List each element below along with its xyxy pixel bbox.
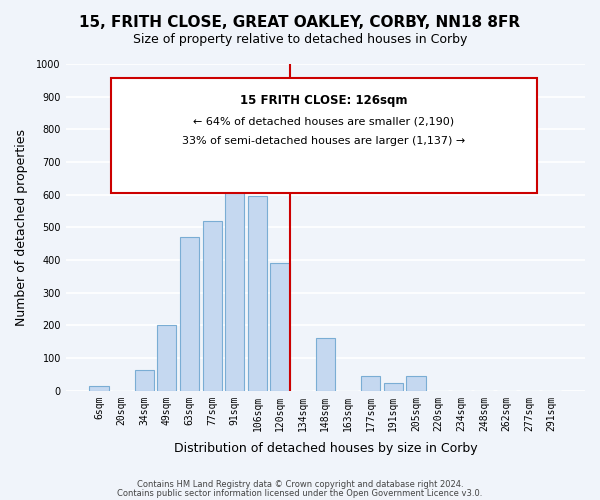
Bar (316, 338, 335, 391)
Bar (271, 264, 290, 391)
Text: 15, FRITH CLOSE, GREAT OAKLEY, CORBY, NN18 8FR: 15, FRITH CLOSE, GREAT OAKLEY, CORBY, NN… (79, 15, 521, 30)
Text: Size of property relative to detached houses in Corby: Size of property relative to detached ho… (133, 32, 467, 46)
Bar (134, 370, 154, 391)
Text: 15 FRITH CLOSE: 126sqm: 15 FRITH CLOSE: 126sqm (240, 94, 408, 107)
Text: ← 64% of detached houses are smaller (2,190): ← 64% of detached houses are smaller (2,… (193, 116, 455, 126)
Bar (203, 221, 222, 391)
X-axis label: Distribution of detached houses by size in Corby: Distribution of detached houses by size … (173, 442, 477, 455)
Bar (89, 386, 109, 391)
Bar (406, 376, 425, 391)
Bar (248, 196, 267, 391)
Bar (225, 144, 244, 391)
Bar (361, 376, 380, 391)
Bar (383, 382, 403, 391)
Text: Contains public sector information licensed under the Open Government Licence v3: Contains public sector information licen… (118, 488, 482, 498)
Text: 33% of semi-detached houses are larger (1,137) →: 33% of semi-detached houses are larger (… (182, 136, 466, 146)
Y-axis label: Number of detached properties: Number of detached properties (15, 129, 28, 326)
Bar (180, 237, 199, 391)
Bar (157, 326, 176, 391)
Text: Contains HM Land Registry data © Crown copyright and database right 2024.: Contains HM Land Registry data © Crown c… (137, 480, 463, 489)
